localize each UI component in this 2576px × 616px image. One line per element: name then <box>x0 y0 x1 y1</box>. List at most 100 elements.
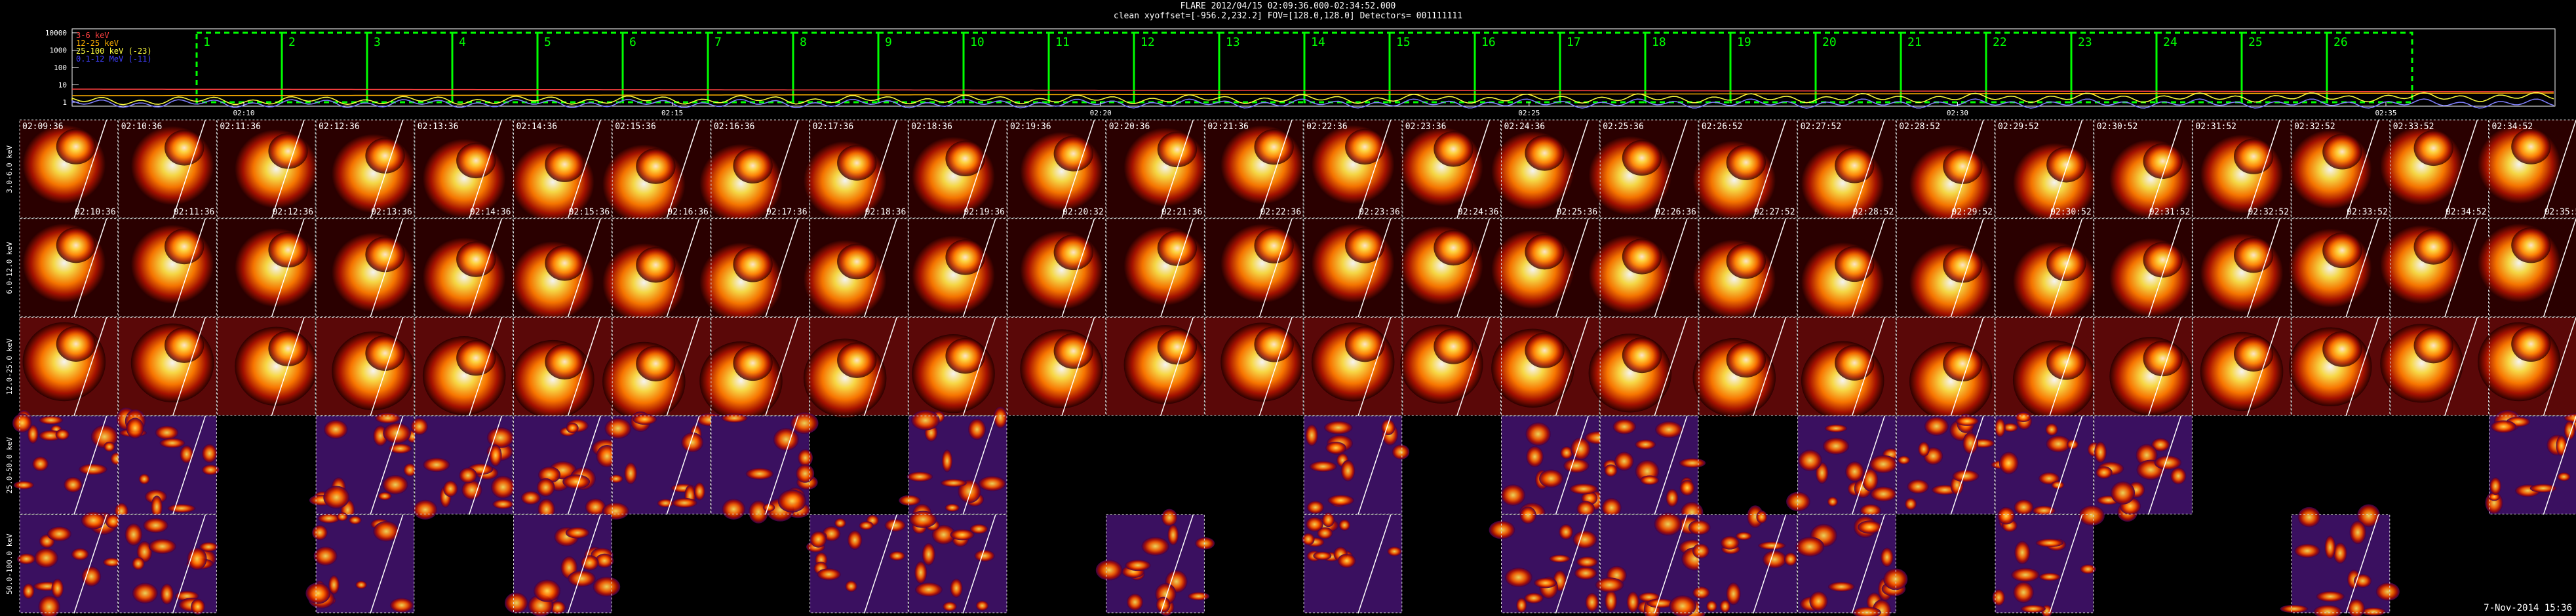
image-panel <box>305 512 415 614</box>
limb-line <box>567 119 601 219</box>
panel-border <box>1995 415 2094 514</box>
image-panel <box>2477 218 2576 318</box>
y-tick-label: 10 <box>58 81 67 90</box>
time-interval-box <box>621 31 709 104</box>
limb-line <box>863 317 897 417</box>
limb-line <box>271 119 305 219</box>
image-panel <box>513 415 620 520</box>
image-panel <box>12 410 124 515</box>
image-panel <box>2380 218 2489 318</box>
image-panel <box>1303 317 1403 417</box>
panel-border <box>1698 514 1798 613</box>
image-panel <box>2288 218 2391 318</box>
limb-line <box>863 514 897 614</box>
panel-border <box>711 415 810 514</box>
image-panel <box>1302 512 1403 614</box>
image-panel <box>1007 218 1106 318</box>
panel-end-time: 02:35:52 <box>2545 208 2576 218</box>
curve-3-6kev <box>72 88 2554 92</box>
panel-start-time: 02:32:52 <box>2294 122 2335 132</box>
limb-line <box>468 415 503 515</box>
image-panel <box>1599 415 1706 523</box>
row-energy-label: 6.0-12.0 keV <box>5 242 14 294</box>
panel-border <box>810 317 908 416</box>
limb-line <box>1654 218 1688 318</box>
image-panel <box>1797 218 1896 322</box>
limb-line <box>666 218 700 318</box>
limb-line <box>1061 218 1095 318</box>
image-panel: 02:32:52 02:33:52 <box>2288 119 2391 219</box>
limb-line <box>2049 415 2083 515</box>
image-panel <box>1095 509 1215 616</box>
panel-border <box>1204 218 1304 317</box>
interval-number: 2 <box>288 35 296 49</box>
image-panel <box>414 317 513 417</box>
panel-border <box>315 317 415 416</box>
panel-start-time: 02:17:36 <box>813 122 854 132</box>
limb-line <box>962 317 996 417</box>
interval-number: 11 <box>1055 35 1070 49</box>
y-tick-label: 1000 <box>50 47 68 55</box>
interval-number: 8 <box>800 35 807 49</box>
x-tick-label: 02:30 <box>1947 109 1968 117</box>
panel-border <box>1106 119 1205 219</box>
limb-line <box>1555 317 1589 417</box>
interval-number: 4 <box>459 35 466 49</box>
panel-border <box>1303 415 1403 514</box>
limb-line <box>1456 218 1491 318</box>
panel-start-time: 02:25:36 <box>1603 122 1644 132</box>
image-panel: 02:20:36 02:21:36 <box>1106 119 1207 219</box>
limb-line <box>962 119 996 219</box>
panel-border <box>1797 317 1896 416</box>
image-panel <box>216 218 318 318</box>
interval-number: 6 <box>629 35 636 49</box>
limb-line <box>2246 218 2280 318</box>
limb-line <box>1160 218 1194 318</box>
limb-line <box>962 514 996 614</box>
panel-start-time: 02:33:52 <box>2393 122 2434 132</box>
panel-start-time: 02:19:36 <box>1010 122 1051 132</box>
image-panel: 02:30:52 02:31:52 <box>2094 119 2193 219</box>
limb-line <box>1357 317 1392 417</box>
panel-start-time: 02:23:36 <box>1405 122 1447 132</box>
limb-line <box>1259 218 1293 318</box>
limb-line <box>1753 218 1787 318</box>
image-panel <box>908 317 1007 417</box>
panel-border <box>216 119 316 219</box>
y-tick-label: 10000 <box>45 29 67 37</box>
limb-line <box>2345 119 2379 219</box>
limb-line <box>172 415 206 515</box>
limb-line <box>2543 218 2576 318</box>
panel-border <box>1797 218 1896 317</box>
limb-line <box>2147 218 2182 318</box>
time-interval-box <box>877 31 965 104</box>
panel-end-time: 02:17:36 <box>766 208 808 218</box>
panel-border <box>1698 218 1798 317</box>
limb-line <box>2049 514 2083 614</box>
image-panel: 02:15:36 02:16:36 <box>602 119 711 223</box>
panel-border <box>19 119 119 219</box>
panel-border <box>315 415 415 514</box>
panel-end-time: 02:25:36 <box>1557 208 1598 218</box>
limb-line <box>271 317 305 417</box>
limb-line <box>1654 317 1688 417</box>
limb-line <box>73 218 107 318</box>
panel-end-time: 02:19:36 <box>964 208 1005 218</box>
limb-line <box>567 317 601 417</box>
limb-line <box>1950 119 1984 219</box>
limb-line <box>2444 317 2478 417</box>
image-panel <box>1588 317 1699 417</box>
panel-end-time: 02:18:36 <box>865 208 907 218</box>
limb-line <box>172 218 206 318</box>
image-panel <box>114 408 220 520</box>
time-interval-box <box>1047 31 1135 104</box>
panel-border <box>414 415 513 514</box>
image-panel <box>1795 514 1908 616</box>
image-panel <box>1007 317 1106 417</box>
limb-line <box>2345 317 2379 417</box>
limb-line <box>1753 514 1787 614</box>
limb-line <box>73 317 107 417</box>
interval-number: 20 <box>1822 35 1837 49</box>
image-panel <box>216 317 318 417</box>
